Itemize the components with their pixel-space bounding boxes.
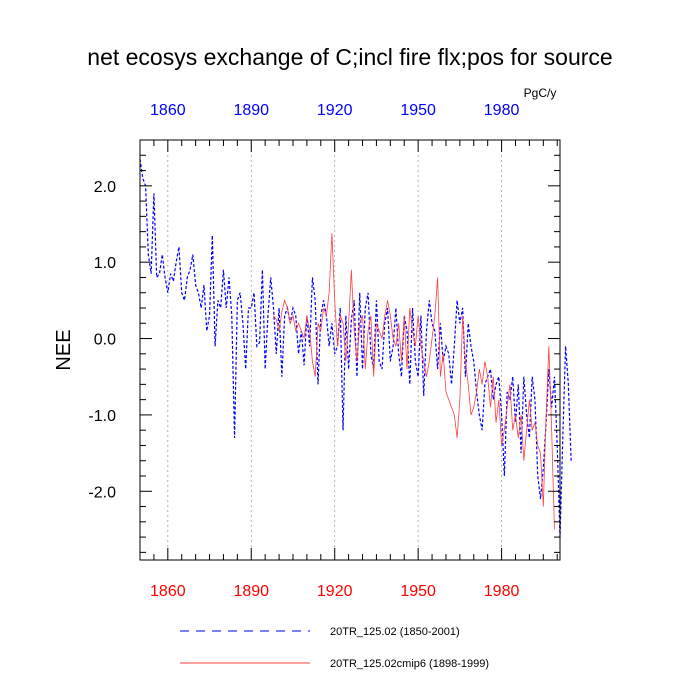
y-tick-label: -1.0 (88, 408, 116, 425)
x-tick-label-bottom-1860: 1860 (150, 583, 186, 600)
units-label: PgC/y (524, 86, 557, 100)
x-tick-label-bottom-1920: 1920 (317, 583, 353, 600)
chart-title: net ecosys exchange of C;incl fire flx;p… (87, 44, 612, 70)
legend-label-series-2: 20TR_125.02cmip6 (1898-1999) (330, 658, 489, 670)
y-tick-label: 2.0 (94, 179, 116, 196)
x-tick-label-top-1860: 1860 (150, 102, 186, 119)
y-tick-label: -2.0 (88, 484, 116, 501)
axis-ticks (140, 139, 560, 560)
x-tick-label-top-1890: 1890 (233, 102, 269, 119)
series-line-2 (273, 233, 555, 530)
x-tick-label-bottom-1950: 1950 (400, 583, 436, 600)
x-tick-label-bottom-1890: 1890 (233, 583, 269, 600)
plot-frame (139, 139, 561, 561)
series-lines (139, 159, 572, 538)
y-axis-label: NEE (53, 329, 75, 370)
x-tick-label-top-1920: 1920 (317, 102, 353, 119)
tick-labels: 1860 1860 1890 1890 1920 1920 1950 1950 1980 1980… (88, 102, 519, 600)
x-tick-label-top-1980: 1980 (484, 102, 520, 119)
y-tick-label: 0.0 (94, 332, 116, 349)
series-line-1 (139, 159, 572, 538)
legend-label-series-1: 20TR_125.02 (1850-2001) (330, 626, 460, 638)
x-tick-label-bottom-1980: 1980 (484, 583, 520, 600)
y-tick-label: 1.0 (94, 255, 116, 272)
x-tick-label-top-1950: 1950 (400, 102, 436, 119)
legend: 20TR_125.02 (1850-2001) 20TR_125.02cmip6… (180, 626, 489, 670)
